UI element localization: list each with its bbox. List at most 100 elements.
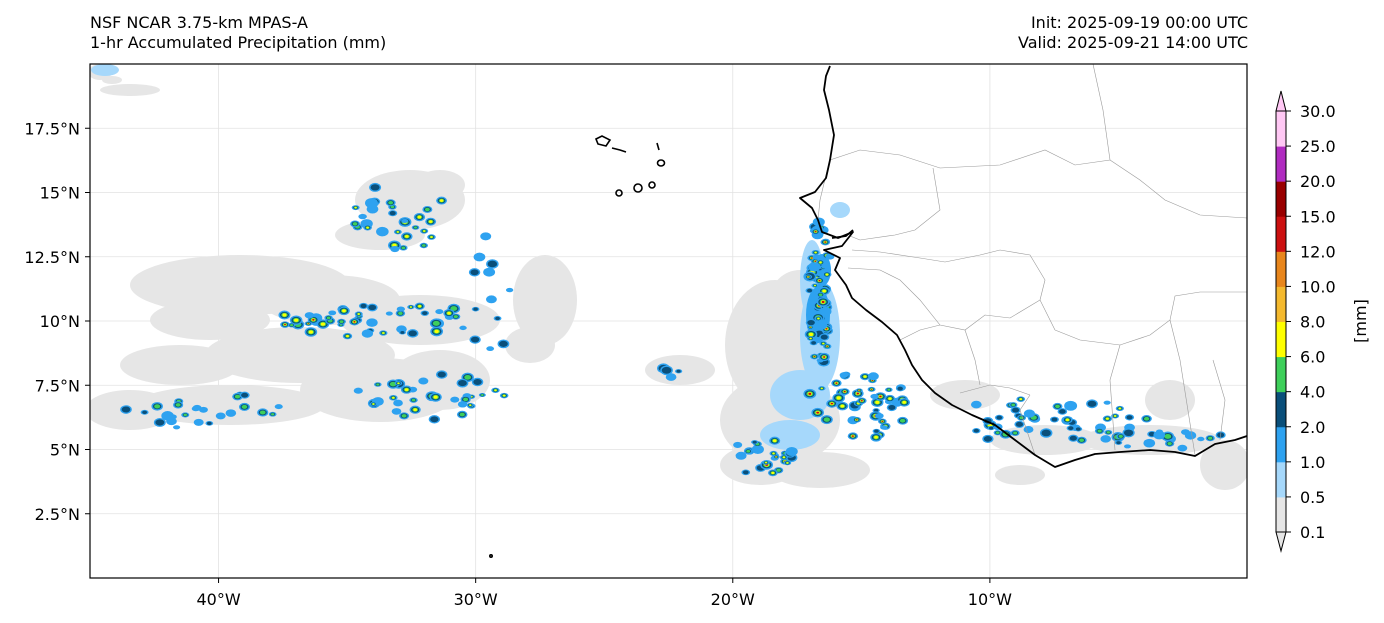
precip-cell [502, 394, 506, 397]
precip-cell [401, 218, 409, 223]
colorbar-segment [1276, 426, 1286, 463]
precip-cell [836, 396, 841, 400]
precip-cell [423, 230, 426, 232]
precip-cell [823, 417, 830, 422]
precip-cell [382, 332, 385, 334]
colorbar-segment [1276, 251, 1286, 287]
precip-cell [308, 330, 314, 334]
precip-cell [366, 226, 369, 229]
precip-cell [1051, 417, 1058, 422]
precip-cell [1164, 433, 1172, 439]
precip-cell [396, 306, 405, 312]
precip-cell [307, 323, 310, 325]
precip-cell [676, 369, 681, 373]
precip-cell [473, 252, 486, 262]
lon-tick-label: 10°W [968, 590, 1012, 609]
precip-cell [409, 306, 412, 308]
precip-cell [1116, 441, 1121, 445]
precip-cell [294, 318, 299, 322]
precip-cell [1208, 436, 1213, 440]
precip-cell [751, 444, 764, 455]
precip-area-moderate [770, 370, 830, 420]
precip-cell [1097, 429, 1102, 433]
colorbar-segment [1276, 496, 1286, 533]
precip-cell [495, 316, 500, 321]
precip-cell [1177, 444, 1188, 452]
precip-cell [234, 394, 241, 399]
precip-cell [874, 429, 879, 433]
precip-cell [775, 456, 777, 458]
lat-tick-label: 12.5°N [24, 248, 80, 267]
precip-cell [463, 397, 469, 402]
precip-cell [357, 313, 360, 315]
precip-cell [499, 340, 508, 347]
colorbar-tick-label: 4.0 [1300, 383, 1325, 402]
precip-cell [459, 412, 465, 417]
precip-cell [807, 276, 809, 278]
precip-cell [215, 412, 226, 420]
precip-area-light [150, 300, 270, 340]
precip-cell [824, 241, 827, 243]
precip-cell [970, 400, 982, 409]
precip-cell [1064, 400, 1078, 411]
precip-cell [328, 310, 337, 316]
precip-cell [776, 468, 781, 472]
precip-cell [284, 323, 286, 326]
precip-cell [899, 418, 906, 423]
precip-cell [814, 260, 817, 262]
precip-cell [393, 399, 403, 407]
precip-cell [1068, 426, 1074, 431]
precip-cell [271, 413, 275, 416]
precip-cell [1079, 438, 1085, 442]
precip-cell [813, 355, 816, 358]
precip-cell [880, 425, 888, 430]
colorbar: 0.1 0.5 1.0 2.0 4.0 6.0 8.0 10.0 12.0 15.0 20.0 25.… [1275, 90, 1370, 553]
precip-cell [433, 395, 438, 399]
colorbar-segment [1276, 111, 1286, 147]
field-name: 1-hr Accumulated Precipitation (mm) [90, 33, 387, 52]
precip-cell [352, 222, 358, 226]
precip-cell [320, 322, 326, 326]
precip-cell [1123, 429, 1134, 437]
precip-cell [326, 316, 331, 320]
precip-cell [772, 452, 775, 455]
colorbar-max-extension [1275, 90, 1287, 112]
precip-area-moderate [830, 202, 850, 218]
precip-cell [434, 329, 439, 334]
precip-cell [995, 431, 1000, 434]
precip-cell [199, 406, 208, 413]
precip-cell [735, 451, 747, 460]
precip-cell [473, 307, 478, 311]
precip-cell [470, 336, 480, 343]
precip-cell [505, 287, 514, 293]
precip-cell [342, 309, 346, 313]
precip-area-light [995, 465, 1045, 485]
colorbar-tick-label: 30.0 [1300, 102, 1336, 121]
precip-cell [401, 414, 407, 418]
precip-cell [752, 440, 757, 444]
precip-cell [733, 441, 743, 448]
precip-cell [469, 404, 472, 406]
precip-cell [996, 415, 1003, 420]
precip-cell [870, 393, 879, 400]
precip-cell [430, 236, 433, 239]
colorbar-tick-label: 8.0 [1300, 313, 1325, 332]
precip-cell [398, 311, 403, 315]
precip-cell [820, 334, 828, 340]
precip-cell [193, 418, 204, 426]
colorbar-segment [1276, 216, 1286, 252]
precip-area-light [1200, 440, 1247, 490]
precip-cell [411, 398, 416, 402]
precip-cell [1197, 436, 1205, 442]
precip-cell [839, 372, 849, 378]
lat-tick-label: 2.5°N [35, 505, 80, 524]
precip-cell [458, 380, 467, 387]
precip-cell [121, 406, 131, 413]
precip-cell [897, 386, 903, 391]
precip-cell [392, 396, 395, 399]
colorbar-tick-label: 12.0 [1300, 242, 1336, 261]
precip-cell [142, 410, 148, 415]
colorbar-tick-label: 25.0 [1300, 137, 1336, 156]
precip-cell [808, 262, 821, 272]
precip-cell [855, 419, 858, 421]
